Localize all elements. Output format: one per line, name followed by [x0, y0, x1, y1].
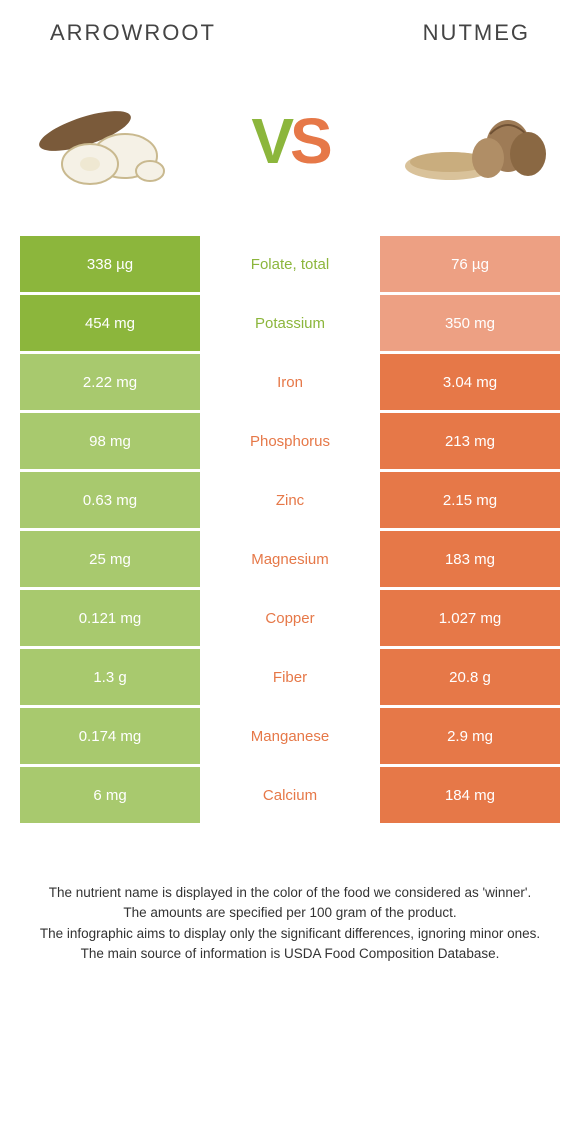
title-left: Arrowroot	[50, 20, 216, 46]
nutmeg-image	[390, 86, 550, 196]
right-value: 2.15 mg	[380, 472, 560, 528]
table-row: 25 mgMagnesium183 mg	[20, 531, 560, 587]
title-right: Nutmeg	[423, 20, 530, 46]
table-row: 454 mgPotassium350 mg	[20, 295, 560, 351]
vs-v: V	[251, 105, 290, 177]
right-value: 350 mg	[380, 295, 560, 351]
left-value: 98 mg	[20, 413, 200, 469]
left-value: 1.3 g	[20, 649, 200, 705]
nutrient-label: Magnesium	[200, 531, 380, 587]
footnote-line: The nutrient name is displayed in the co…	[30, 883, 550, 903]
table-row: 1.3 gFiber20.8 g	[20, 649, 560, 705]
table-row: 6 mgCalcium184 mg	[20, 767, 560, 823]
left-value: 0.63 mg	[20, 472, 200, 528]
vs-label: VS	[251, 104, 328, 178]
vs-row: VS	[0, 56, 580, 236]
header: Arrowroot Nutmeg	[0, 0, 580, 56]
right-value: 184 mg	[380, 767, 560, 823]
footnote-line: The infographic aims to display only the…	[30, 924, 550, 944]
nutrient-label: Potassium	[200, 295, 380, 351]
footnote: The nutrient name is displayed in the co…	[30, 883, 550, 964]
right-value: 20.8 g	[380, 649, 560, 705]
nutrient-label: Fiber	[200, 649, 380, 705]
nutrient-label: Copper	[200, 590, 380, 646]
footnote-line: The main source of information is USDA F…	[30, 944, 550, 964]
left-value: 454 mg	[20, 295, 200, 351]
table-row: 2.22 mgIron3.04 mg	[20, 354, 560, 410]
nutrient-label: Iron	[200, 354, 380, 410]
right-value: 76 µg	[380, 236, 560, 292]
nutrient-table: 338 µgFolate, total76 µg454 mgPotassium3…	[20, 236, 560, 823]
right-value: 3.04 mg	[380, 354, 560, 410]
left-value: 338 µg	[20, 236, 200, 292]
nutrient-label: Calcium	[200, 767, 380, 823]
left-value: 2.22 mg	[20, 354, 200, 410]
table-row: 0.121 mgCopper1.027 mg	[20, 590, 560, 646]
table-row: 338 µgFolate, total76 µg	[20, 236, 560, 292]
left-value: 0.121 mg	[20, 590, 200, 646]
vs-s: S	[290, 105, 329, 177]
arrowroot-image	[30, 86, 190, 196]
left-value: 0.174 mg	[20, 708, 200, 764]
table-row: 98 mgPhosphorus213 mg	[20, 413, 560, 469]
nutrient-label: Manganese	[200, 708, 380, 764]
left-value: 25 mg	[20, 531, 200, 587]
right-value: 2.9 mg	[380, 708, 560, 764]
nutrient-label: Phosphorus	[200, 413, 380, 469]
right-value: 1.027 mg	[380, 590, 560, 646]
nutrient-label: Folate, total	[200, 236, 380, 292]
right-value: 183 mg	[380, 531, 560, 587]
right-value: 213 mg	[380, 413, 560, 469]
left-value: 6 mg	[20, 767, 200, 823]
table-row: 0.63 mgZinc2.15 mg	[20, 472, 560, 528]
footnote-line: The amounts are specified per 100 gram o…	[30, 903, 550, 923]
nutrient-label: Zinc	[200, 472, 380, 528]
table-row: 0.174 mgManganese2.9 mg	[20, 708, 560, 764]
